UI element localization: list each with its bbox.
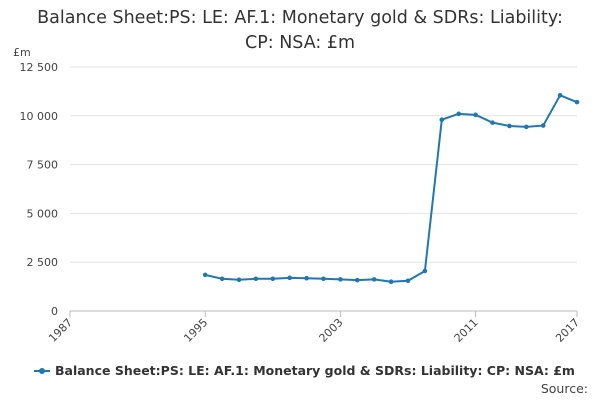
y-tick-label: 10 000 [20,110,59,123]
data-point-2014 [524,124,529,130]
y-tick-label: 2 500 [27,256,59,269]
data-point-2006 [388,279,394,285]
data-point-2010 [456,111,462,117]
data-point-2009 [439,117,445,123]
chart-title: Balance Sheet:PS: LE: AF.1: Monetary gol… [0,6,600,56]
data-point-1999 [270,276,276,282]
data-point-1996 [219,276,225,282]
data-point-2015 [540,123,546,128]
chart-title-line-2: CP: NSA: £m [244,33,356,53]
data-point-2004 [355,277,360,283]
x-tick-label: 2003 [317,316,346,345]
y-tick-label: 5 000 [27,207,59,220]
data-point-2011 [473,112,478,118]
data-point-2012 [490,120,495,125]
data-point-2003 [338,277,343,282]
x-tick-label: 1995 [181,316,210,345]
y-tick-label: 7 500 [27,159,59,172]
data-point-2017 [574,99,580,105]
series-layer [202,93,580,285]
gridlines [70,66,577,263]
y-tick-label: 0 [51,305,58,318]
x-tick-label: 2011 [452,316,481,345]
x-axis: 1987 1995 2003 2011 2017 [46,310,582,345]
x-tick-label: 2017 [553,316,582,345]
legend: Balance Sheet:PS: LE: AF.1: Monetary gol… [34,363,575,378]
data-point-2008 [422,268,428,274]
source-label: Source: [540,381,588,396]
data-point-2001 [304,275,309,281]
series-line [204,94,578,283]
chart-title-line-1: Balance Sheet:PS: LE: AF.1: Monetary gol… [37,8,563,28]
data-point-2016 [557,93,563,98]
data-point-2000 [287,275,293,281]
y-axis-label: £m [13,46,31,59]
data-point-2007 [405,278,411,284]
data-point-1997 [236,277,242,283]
legend-swatch [34,367,50,374]
data-point-1998 [253,276,259,282]
data-point-2002 [321,276,326,282]
x-tick-label: 1987 [46,316,75,345]
y-axis-ticks: 0 2 500 5 000 7 500 10 000 12 500 [20,61,59,318]
data-point-2005 [371,277,377,282]
data-point-2013 [507,123,512,129]
legend-label: Balance Sheet:PS: LE: AF.1: Monetary gol… [55,363,575,378]
data-point-1995 [202,272,208,278]
y-tick-label: 12 500 [20,61,59,74]
